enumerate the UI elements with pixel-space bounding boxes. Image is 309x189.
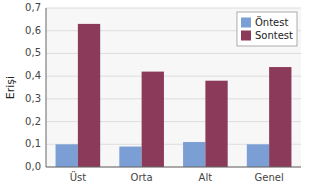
y-tick-label: 0,3: [25, 93, 41, 104]
bar: [56, 144, 78, 167]
y-axis-label: Erişi: [4, 76, 17, 99]
grid-line: [46, 8, 301, 9]
y-tick-label: 0,6: [25, 25, 41, 36]
chart-svg: 0,0 0,1 0,2 0,3 0,4 0,5 0,6 0,7 Erişi Üst Orta Alt G…: [0, 0, 309, 189]
x-tick-label: Orta: [131, 172, 153, 183]
legend-swatch: [241, 31, 251, 41]
bar: [247, 144, 269, 167]
bar: [142, 72, 164, 167]
plot-background: [46, 8, 301, 167]
legend-swatch: [241, 18, 251, 28]
bar: [205, 81, 227, 167]
y-tick-label: 0,5: [25, 47, 41, 58]
y-tick-label: 0,0: [25, 161, 41, 172]
bar: [78, 24, 100, 167]
bar: [183, 142, 205, 167]
bar: [269, 67, 291, 167]
x-tick-label: Alt: [199, 172, 213, 183]
x-tick-label: Genel: [255, 172, 284, 183]
legend-label: Sontest: [255, 30, 293, 41]
y-tick-label: 0,2: [25, 116, 41, 127]
legend-label: Öntest: [255, 16, 288, 28]
y-tick-label: 0,4: [25, 70, 41, 81]
chart-container: 0,0 0,1 0,2 0,3 0,4 0,5 0,6 0,7 Erişi Üst Orta Alt G…: [0, 0, 309, 189]
y-axis-line: [46, 8, 47, 167]
legend: Öntest Sontest: [237, 12, 297, 46]
legend-box: [237, 12, 297, 46]
y-tick-label: 0,7: [25, 2, 41, 13]
x-tick-label: Üst: [70, 171, 87, 183]
x-axis-line: [46, 167, 301, 168]
y-tick-label: 0,1: [25, 138, 41, 149]
grid-line: [46, 167, 301, 168]
bar: [119, 147, 141, 167]
